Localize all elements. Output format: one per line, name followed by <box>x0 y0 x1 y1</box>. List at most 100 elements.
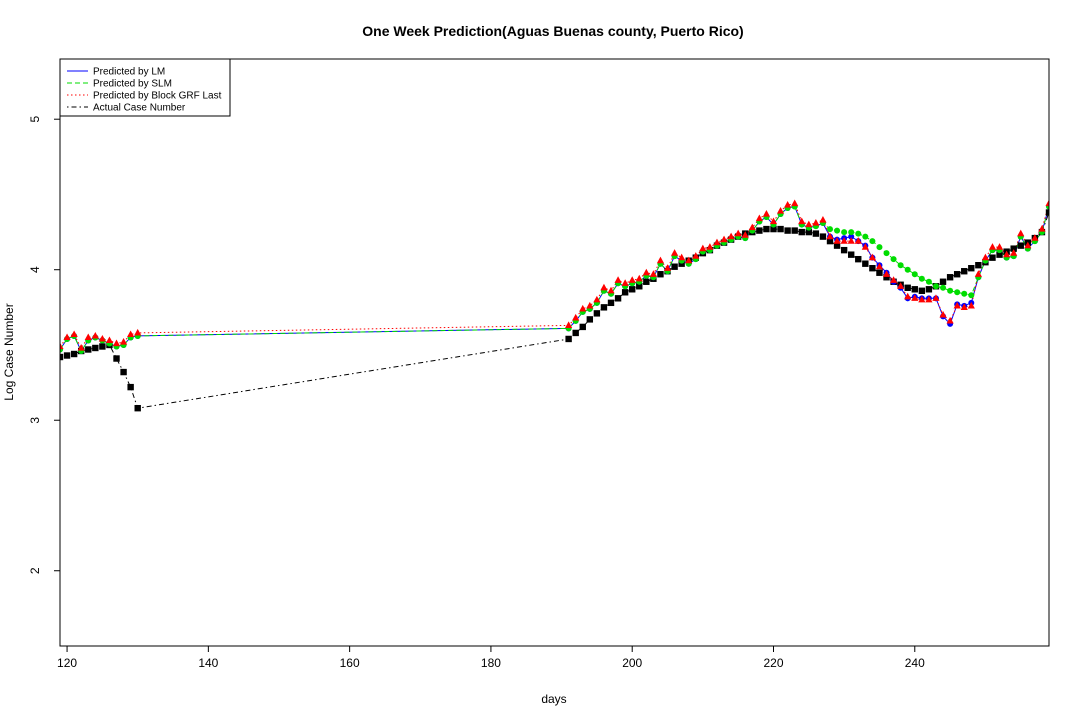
series-2-point-35 <box>727 232 735 240</box>
series-2-point-14 <box>579 304 587 312</box>
series-1-point-55 <box>869 238 876 245</box>
series-3-point-60 <box>904 284 911 291</box>
series-3-point-28 <box>678 260 685 267</box>
series-3-point-62 <box>918 287 926 294</box>
series-2-point-28 <box>678 253 686 261</box>
series-1-point-65 <box>940 284 947 291</box>
series-1-point-69 <box>968 292 975 299</box>
series-2-point-45 <box>798 217 806 225</box>
series-2-point-48 <box>819 216 827 223</box>
series-1-point-66 <box>947 287 954 294</box>
series-3-point-8 <box>113 355 120 362</box>
series-2-point-33 <box>713 238 721 246</box>
series-2-point-37 <box>741 231 749 238</box>
series-3-point-20 <box>621 289 629 296</box>
series-1-point-52 <box>848 229 855 236</box>
series-1-point-68 <box>961 290 968 297</box>
series-3-point-21 <box>629 286 636 293</box>
series-2-point-80 <box>1045 199 1049 207</box>
series-2-point-76 <box>1017 229 1025 237</box>
legend-label-0: Predicted by LM <box>93 67 165 78</box>
series-2-point-60 <box>904 292 912 300</box>
series-line-2 <box>60 202 1049 349</box>
series-2-point-70 <box>974 270 982 277</box>
series-2-point-56 <box>875 262 884 270</box>
series-2-point-0 <box>60 342 64 350</box>
series-3-point-66 <box>946 274 954 281</box>
series-3-point-18 <box>607 299 615 307</box>
x-tick-label-6: 240 <box>905 656 925 670</box>
y-tick-label-1: 3 <box>28 417 42 424</box>
series-3-point-22 <box>636 283 643 290</box>
series-3-point-16 <box>593 310 601 317</box>
series-2-point-68 <box>960 303 968 310</box>
x-tick-label-0: 120 <box>57 656 77 670</box>
series-2-point-49 <box>826 232 834 240</box>
series-2-point-26 <box>663 264 672 271</box>
series-3-point-11 <box>134 404 141 412</box>
x-tick-label-1: 140 <box>198 656 218 670</box>
series-2-point-77 <box>1024 241 1032 249</box>
series-2-point-2 <box>70 330 78 338</box>
legend-label-2: Predicted by Block GRF Last <box>93 91 222 102</box>
series-2-point-21 <box>628 276 636 283</box>
series-2-point-67 <box>953 301 961 309</box>
series-3-point-15 <box>586 316 594 323</box>
series-2-point-1 <box>63 333 71 341</box>
series-3-point-1 <box>63 352 71 359</box>
series-2-point-78 <box>1031 234 1039 241</box>
y-tick-label-2: 4 <box>28 266 42 273</box>
series-2-point-40 <box>762 210 771 217</box>
series-2-point-55 <box>868 253 876 261</box>
series-2-point-50 <box>833 237 841 244</box>
series-2-point-58 <box>889 276 898 283</box>
series-3-point-4 <box>85 346 92 353</box>
series-2-point-13 <box>572 313 580 321</box>
x-tick-label-3: 180 <box>481 656 501 670</box>
series-3-point-42 <box>777 225 784 233</box>
series-1-point-53 <box>855 230 862 237</box>
series-2-point-25 <box>656 256 665 264</box>
series-3-point-41 <box>770 225 777 233</box>
y-tick-label-3: 5 <box>28 116 42 123</box>
series-2-point-34 <box>720 235 728 243</box>
series-3-point-80 <box>1045 209 1049 216</box>
series-2-point-44 <box>791 199 799 207</box>
legend-box <box>59 58 231 117</box>
series-3-point-51 <box>840 246 848 254</box>
series-1-point-64 <box>932 283 939 290</box>
chart-title: One Week Prediction(Aguas Buenas county,… <box>362 23 743 39</box>
series-2-point-31 <box>699 244 707 252</box>
x-axis-label: days <box>541 692 566 706</box>
series-3-point-73 <box>996 251 1003 258</box>
series-2-point-62 <box>918 295 926 303</box>
series-3-point-54 <box>862 260 869 267</box>
series-3-point-25 <box>657 271 664 278</box>
axes: 120 140 160 180 200 220 240 2 3 4 5 <box>28 116 925 670</box>
series-2-point-8 <box>112 339 121 347</box>
x-tick-label-2: 160 <box>340 656 360 670</box>
series-2-point-63 <box>925 295 933 303</box>
series-2-point-65 <box>939 310 947 318</box>
series-2-point-10 <box>127 330 135 338</box>
series-3-point-72 <box>989 254 996 261</box>
series-2-point-43 <box>784 200 792 208</box>
series-2-point-9 <box>119 337 128 345</box>
series-3-point-17 <box>600 304 608 311</box>
legend-label-3: Actual Case Number <box>93 103 186 114</box>
series-2-point-7 <box>105 336 114 344</box>
series-2-point-18 <box>607 286 615 294</box>
series-2-point-71 <box>981 253 990 261</box>
series-3-point-10 <box>127 383 134 391</box>
x-tick-label-5: 220 <box>763 656 783 670</box>
series-1-point-61 <box>911 271 918 278</box>
series-2-point-6 <box>98 334 106 342</box>
series-3-point-49 <box>826 237 834 245</box>
series-2-point-16 <box>593 295 601 303</box>
series-3-point-63 <box>925 286 933 293</box>
series-2-point-53 <box>854 237 862 244</box>
series-3-point-6 <box>99 343 106 350</box>
series-2-point-15 <box>586 301 594 309</box>
series-1-point-58 <box>890 256 897 263</box>
